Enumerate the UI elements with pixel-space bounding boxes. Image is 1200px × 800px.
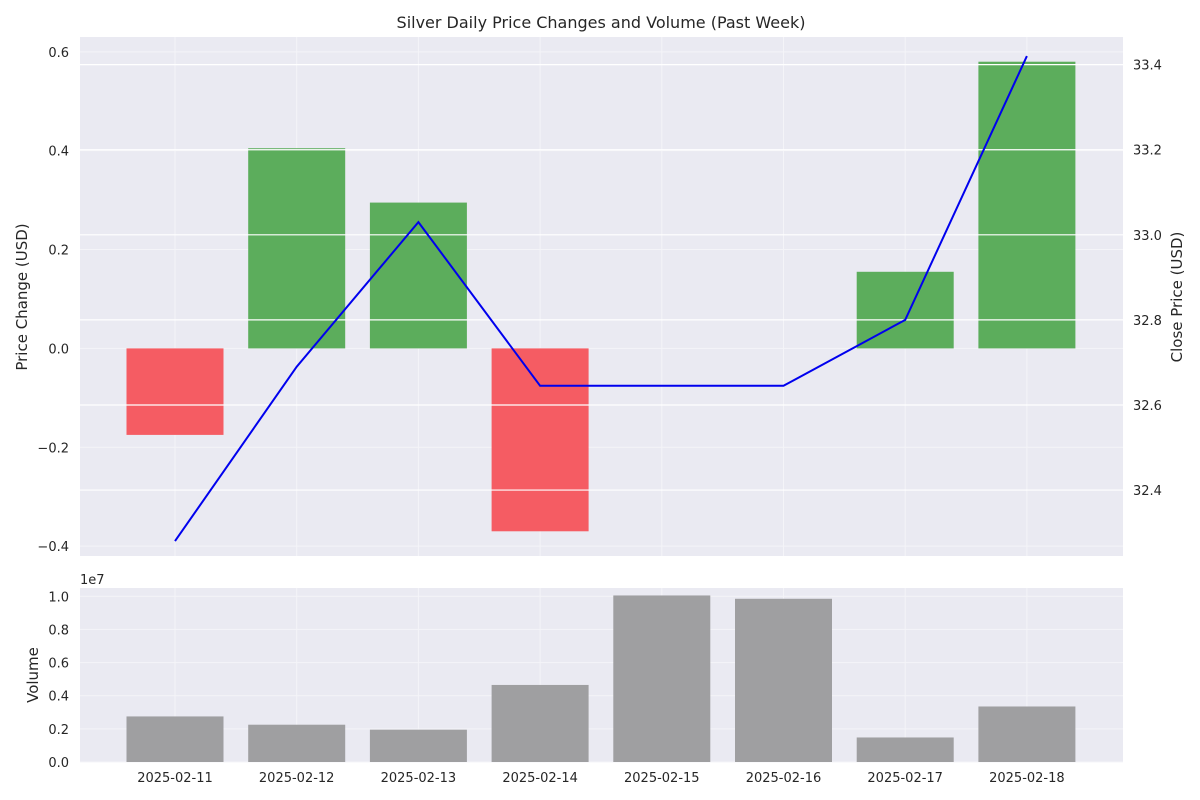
- price-y-tick-label: −0.2: [37, 441, 69, 456]
- volume-bar: [126, 716, 224, 762]
- price-change-bar-up: [856, 271, 954, 349]
- price-y-axis-label: Price Change (USD): [13, 223, 31, 370]
- volume-bar: [491, 684, 589, 762]
- price-panel: −0.4 −0.2 0.0 0.2 0.4 0.6 32.4 32.6 32.8 33.0 33.2…: [37, 37, 1162, 556]
- price-change-bar-down: [491, 348, 589, 532]
- price-y-tick-label: 0.0: [48, 342, 69, 357]
- price-plot-background: [80, 37, 1123, 556]
- close-price-tick-label: 33.0: [1133, 229, 1162, 244]
- close-price-tick-label: 32.8: [1133, 314, 1162, 329]
- price-change-bar-up: [978, 61, 1076, 349]
- volume-y-tick-label: 0.8: [48, 623, 69, 638]
- price-y-tick-label: 0.2: [48, 244, 69, 259]
- volume-bar: [735, 598, 832, 762]
- volume-scale-offset: 1e7: [80, 573, 105, 588]
- volume-y-tick-label: 0.0: [48, 756, 69, 771]
- price-change-bar-up: [369, 202, 467, 349]
- x-tick-label: 2025-02-16: [746, 771, 822, 786]
- price-y-tick-label: 0.6: [48, 46, 69, 61]
- chart-title: Silver Daily Price Changes and Volume (P…: [397, 13, 806, 32]
- x-tick-label: 2025-02-17: [867, 771, 943, 786]
- close-price-line: [174, 55, 1028, 542]
- volume-y-tick-label: 1.0: [48, 590, 69, 605]
- price-change-bar-down: [126, 348, 224, 435]
- x-tick-label: 2025-02-12: [259, 771, 335, 786]
- close-price-tick-label: 33.2: [1133, 144, 1162, 159]
- volume-y-tick-label: 0.2: [48, 723, 69, 738]
- x-tick-label: 2025-02-11: [137, 771, 213, 786]
- volume-bar: [613, 595, 711, 762]
- price-y-tick-label: 0.4: [48, 145, 69, 160]
- x-tick-label: 2025-02-14: [502, 771, 578, 786]
- volume-axis-label: Volume: [24, 647, 42, 703]
- close-price-tick-label: 32.4: [1133, 484, 1162, 499]
- price-y-tick-label: −0.4: [37, 540, 69, 555]
- x-tick-label: 2025-02-15: [624, 771, 700, 786]
- price-change-bar-up: [248, 148, 346, 349]
- close-price-axis-label: Close Price (USD): [1168, 232, 1186, 363]
- x-tick-label: 2025-02-13: [381, 771, 457, 786]
- volume-bar: [856, 737, 954, 762]
- close-price-tick-label: 32.6: [1133, 399, 1162, 414]
- volume-bar: [978, 706, 1076, 762]
- volume-y-tick-label: 0.6: [48, 657, 69, 672]
- x-tick-label: 2025-02-18: [989, 771, 1065, 786]
- volume-y-tick-label: 0.4: [48, 690, 69, 705]
- volume-bar: [248, 724, 346, 762]
- volume-bar: [369, 729, 467, 762]
- close-price-tick-label: 33.4: [1133, 59, 1162, 74]
- volume-plot-background: [80, 588, 1123, 762]
- volume-panel: 0.0 0.2 0.4 0.6 0.8 1.0 2025-02-11 2025-02-12 20…: [48, 588, 1123, 786]
